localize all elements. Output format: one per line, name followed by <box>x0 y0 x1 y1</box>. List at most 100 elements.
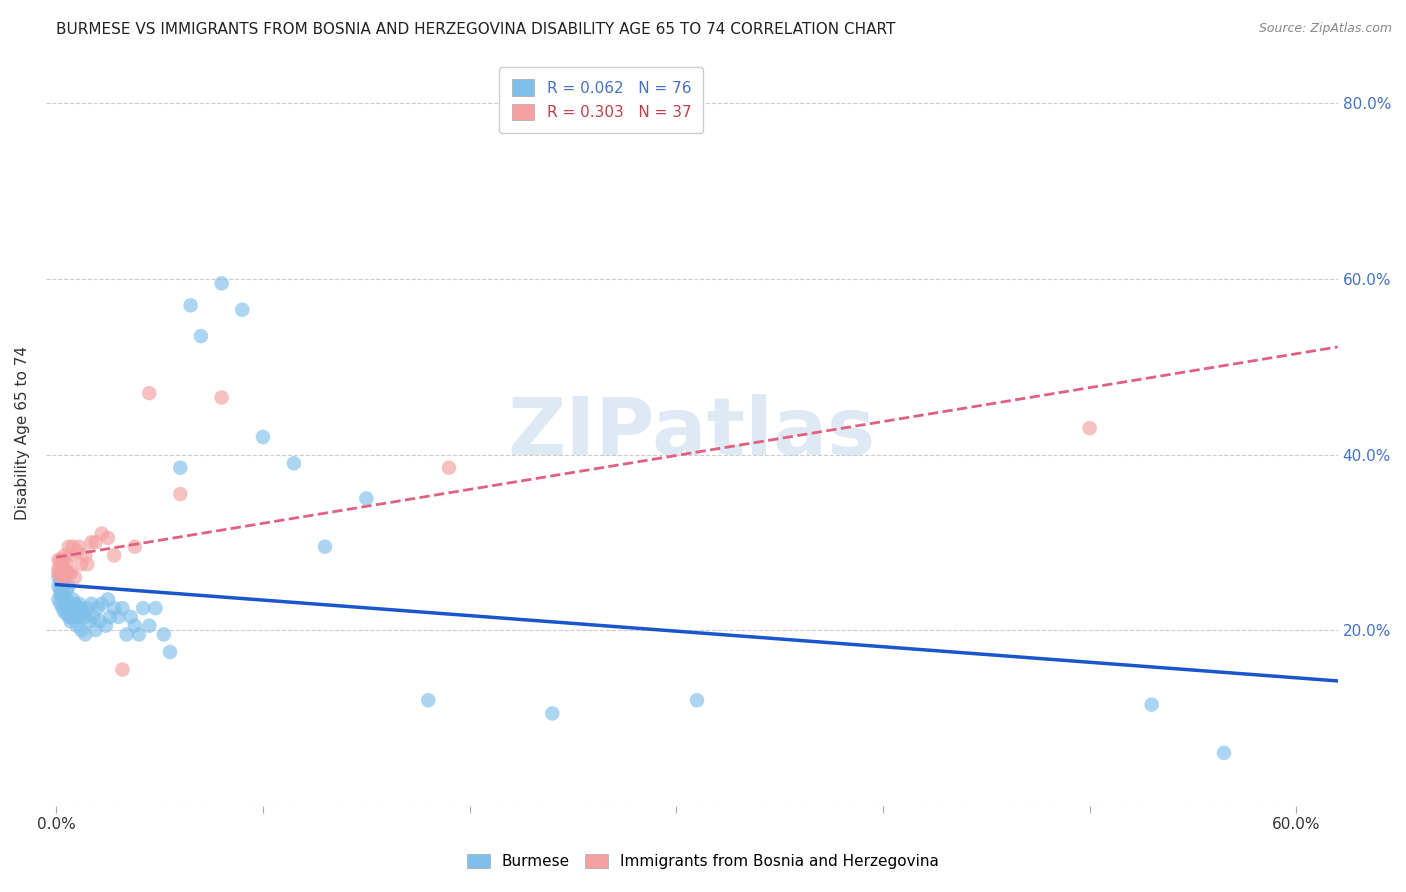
Point <box>48 592 70 607</box>
Point <box>66 618 89 632</box>
Point <box>115 627 138 641</box>
Point <box>1078 421 1101 435</box>
Point <box>70 623 93 637</box>
Point <box>80 597 103 611</box>
Point <box>62 592 84 607</box>
Point <box>70 558 93 572</box>
Point <box>70 601 93 615</box>
Point <box>72 606 94 620</box>
Point <box>356 491 378 506</box>
Point <box>51 561 73 575</box>
Point <box>67 597 90 611</box>
Point <box>124 618 146 632</box>
Point <box>55 558 77 572</box>
Point <box>55 566 77 580</box>
Y-axis label: Disability Age 65 to 74: Disability Age 65 to 74 <box>15 345 30 520</box>
Point <box>51 601 73 615</box>
Point <box>97 592 120 607</box>
Point <box>152 627 174 641</box>
Text: ZIPatlas: ZIPatlas <box>508 393 876 472</box>
Point <box>84 623 107 637</box>
Point <box>86 601 108 615</box>
Point <box>49 570 72 584</box>
Point <box>169 487 191 501</box>
Point <box>49 561 72 575</box>
Point <box>128 627 150 641</box>
Point <box>53 574 76 589</box>
Point <box>53 597 76 611</box>
Point <box>190 329 212 343</box>
Point <box>79 615 101 629</box>
Point <box>145 601 167 615</box>
Point <box>51 588 73 602</box>
Point <box>231 302 253 317</box>
Legend: Burmese, Immigrants from Bosnia and Herzegovina: Burmese, Immigrants from Bosnia and Herz… <box>461 848 945 875</box>
Point <box>138 386 160 401</box>
Point <box>80 535 103 549</box>
Point <box>51 579 73 593</box>
Point <box>437 460 460 475</box>
Point <box>59 566 82 580</box>
Point <box>55 597 77 611</box>
Point <box>111 663 134 677</box>
Point <box>418 693 440 707</box>
Point <box>51 553 73 567</box>
Point <box>314 540 336 554</box>
Point <box>49 588 72 602</box>
Point <box>53 606 76 620</box>
Point <box>124 540 146 554</box>
Point <box>58 601 80 615</box>
Point <box>76 558 98 572</box>
Point <box>83 610 105 624</box>
Point <box>49 553 72 567</box>
Point <box>51 566 73 580</box>
Point <box>59 610 82 624</box>
Point <box>138 618 160 632</box>
Text: Source: ZipAtlas.com: Source: ZipAtlas.com <box>1258 22 1392 36</box>
Point <box>59 601 82 615</box>
Point <box>111 601 134 615</box>
Point <box>51 574 73 589</box>
Point <box>63 570 86 584</box>
Point <box>58 610 80 624</box>
Point <box>97 531 120 545</box>
Point <box>107 610 129 624</box>
Point <box>132 601 155 615</box>
Legend: R = 0.062   N = 76, R = 0.303   N = 37: R = 0.062 N = 76, R = 0.303 N = 37 <box>499 67 703 133</box>
Point <box>94 618 117 632</box>
Point <box>90 597 112 611</box>
Point <box>252 430 274 444</box>
Point <box>48 566 70 580</box>
Point <box>53 570 76 584</box>
Point <box>55 592 77 607</box>
Point <box>48 553 70 567</box>
Point <box>211 277 233 291</box>
Point <box>75 549 97 563</box>
Point <box>63 610 86 624</box>
Point <box>75 627 97 641</box>
Point <box>62 540 84 554</box>
Point <box>84 535 107 549</box>
Point <box>58 566 80 580</box>
Point <box>63 597 86 611</box>
Point <box>49 597 72 611</box>
Point <box>49 583 72 598</box>
Point <box>59 549 82 563</box>
Point <box>1140 698 1163 712</box>
Point <box>89 615 111 629</box>
Point <box>49 570 72 584</box>
Point <box>103 601 125 615</box>
Point <box>48 570 70 584</box>
Point <box>103 549 125 563</box>
Point <box>55 583 77 598</box>
Point <box>1213 746 1236 760</box>
Point <box>159 645 181 659</box>
Point <box>120 610 142 624</box>
Point <box>67 610 90 624</box>
Point <box>55 606 77 620</box>
Point <box>58 540 80 554</box>
Point <box>180 298 202 312</box>
Point <box>283 456 305 470</box>
Point <box>67 540 90 554</box>
Point <box>53 549 76 563</box>
